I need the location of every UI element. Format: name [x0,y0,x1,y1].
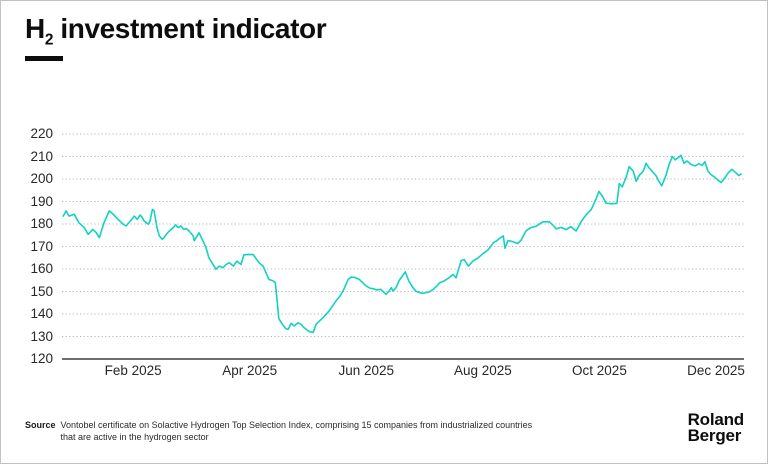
source-text: Vontobel certificate on Solactive Hydrog… [61,420,533,443]
title-main: H [25,13,45,44]
source-text-line1: Vontobel certificate on Solactive Hydrog… [60,420,533,430]
source-text-line2: that are active in the hydrogen sector [60,431,209,442]
logo-line2: Berger [687,426,742,445]
y-tick-label: 220 [30,126,53,141]
source-label: Source [25,420,56,430]
y-tick-label: 180 [30,216,53,231]
y-tick-label: 120 [30,351,53,366]
y-tick-label: 130 [30,328,53,344]
title-underline [25,56,63,61]
page-title: H2 investment indicator [25,13,327,50]
x-tick-label: Apr 2025 [222,363,278,378]
source-note: Source Vontobel certificate on Solactive… [25,420,532,443]
x-tick-label: Oct 2025 [572,363,627,378]
y-tick-label: 200 [30,171,53,186]
logo-line1: Roland [687,410,745,429]
x-tick-label: Dec 2025 [687,363,745,378]
x-tick-label: Aug 2025 [453,363,512,378]
y-tick-label: 170 [30,238,53,254]
y-tick-label: 190 [30,193,53,209]
y-tick-label: 210 [30,148,53,164]
x-tick-label: Feb 2025 [104,363,162,378]
roland-berger-logo: Roland Berger [687,410,745,445]
title-rest: investment indicator [53,13,327,44]
title-subscript: 2 [44,31,54,49]
y-tick-label: 160 [30,261,53,276]
y-tick-label: 150 [30,283,53,299]
x-tick-label: Jun 2025 [338,363,395,378]
y-tick-label: 140 [30,306,53,321]
indicator-line-series [62,154,742,334]
